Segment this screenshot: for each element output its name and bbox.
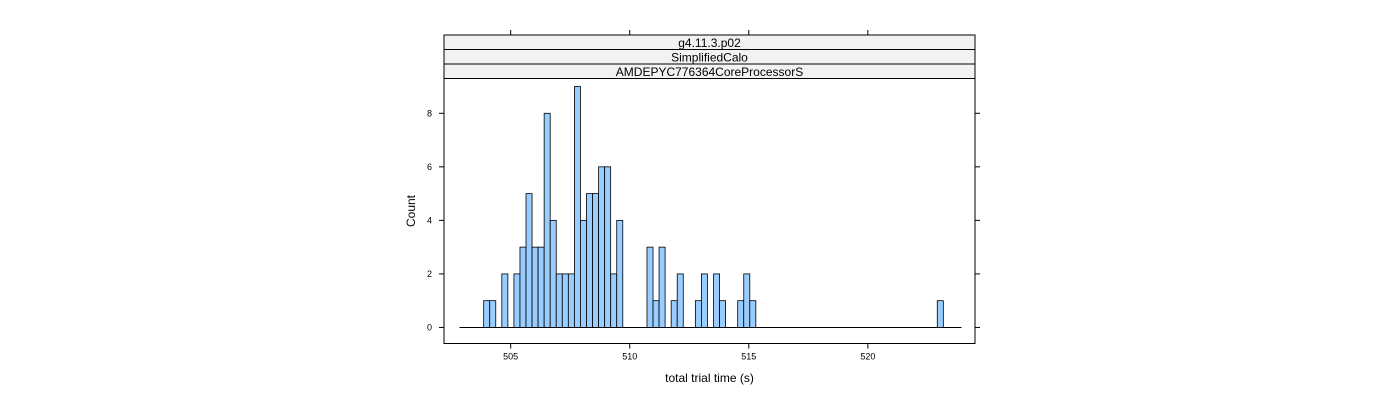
histogram-bar: [561, 273, 569, 328]
histogram-bar: [743, 273, 751, 328]
histogram-bar: [537, 246, 545, 328]
strip-label-3: AMDEPYC776364CoreProcessorS: [616, 65, 803, 79]
histogram-bar: [543, 112, 551, 328]
histogram-bar: [936, 300, 944, 328]
histogram-bar: [616, 219, 624, 328]
histogram-bars: [459, 86, 962, 328]
strip-label-1: g4.11.3.p02: [678, 36, 741, 50]
histogram-bar: [676, 273, 684, 328]
histogram-bar: [580, 219, 587, 328]
histogram-bar: [513, 273, 521, 328]
histogram-bar: [573, 86, 581, 328]
histogram-bar: [489, 300, 497, 328]
y-tick-label: 0: [427, 322, 432, 332]
histogram-bar: [737, 300, 745, 328]
histogram-bar: [713, 273, 720, 328]
histogram-bar: [525, 193, 533, 328]
plot-frame: [443, 78, 976, 344]
histogram-bar: [501, 273, 509, 328]
histogram-bar: [598, 166, 606, 328]
histogram-bar: [719, 300, 726, 328]
y-axis-label: Count: [404, 194, 418, 227]
histogram-bar: [694, 300, 702, 328]
histogram-bar: [646, 246, 654, 328]
histogram-bar: [610, 273, 618, 328]
histogram-bar: [567, 273, 575, 328]
histogram-bar: [652, 300, 660, 328]
y-tick-label: 6: [427, 162, 432, 172]
x-tick-label: 505: [503, 352, 518, 362]
axis-ticks: 505 510 515 520 0 2 4 6 8: [427, 30, 980, 362]
histogram-bar: [658, 246, 666, 328]
histogram-bar: [749, 300, 757, 328]
histogram-bar: [549, 219, 557, 328]
x-tick-label: 520: [860, 352, 875, 362]
histogram-bar: [555, 273, 563, 328]
histogram-bar: [531, 246, 539, 328]
x-tick-label: 515: [741, 352, 756, 362]
strip-label-2: SimplifiedCalo: [671, 51, 748, 65]
histogram-bar: [586, 193, 593, 328]
histogram-bar: [519, 246, 527, 328]
histogram-bar: [701, 273, 708, 328]
histogram-bar: [604, 166, 612, 328]
y-tick-label: 4: [427, 215, 432, 225]
y-tick-label: 2: [427, 269, 432, 279]
histogram-bar: [592, 193, 599, 328]
strip-headers: g4.11.3.p02 SimplifiedCalo AMDEPYC776364…: [443, 34, 976, 79]
histogram-bar: [670, 300, 678, 328]
histogram-bar: [483, 300, 491, 328]
x-tick-label: 510: [622, 352, 637, 362]
y-tick-label: 8: [427, 108, 432, 118]
x-axis-label: total trial time (s): [665, 371, 754, 385]
